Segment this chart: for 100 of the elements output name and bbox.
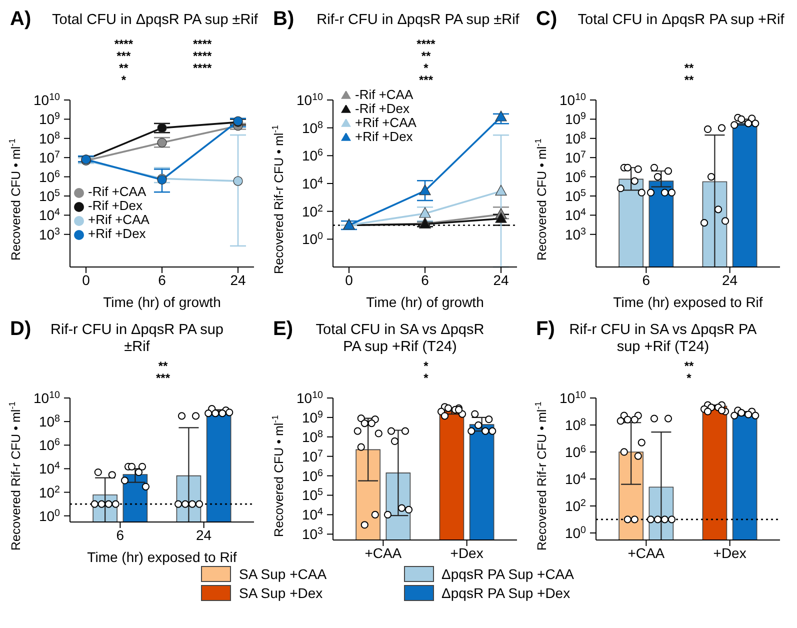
x-axis-title: Time (hr) of growth	[103, 294, 221, 310]
text: ***	[156, 371, 170, 385]
text: * ***	[418, 61, 433, 87]
chart-title: F) Rif-r CFU in SA vs ΔpqsR PA sup +Rif (T24)	[536, 318, 758, 356]
legend-label: -Rif +CAA	[88, 184, 146, 199]
x-tick-label: 6	[158, 272, 166, 288]
text: ****	[416, 37, 436, 51]
y-tick-label: 10$^{6}$	[564, 168, 587, 185]
point	[495, 110, 507, 122]
y-tick-label: 10$^{9}$	[38, 110, 60, 128]
text: ****	[193, 61, 212, 75]
y-tick-label: 10$^{5}$	[302, 486, 324, 504]
chart-title: C) Total CFU in ΔpqsR PA sup +Rif	[536, 8, 786, 31]
y-tick-label: 10$^{6}$	[564, 443, 587, 460]
x-tick-label: 24	[722, 272, 738, 288]
text: **	[684, 61, 694, 75]
y-tick-label: 10$^{10}$	[296, 390, 324, 406]
x-axis-title: Time (hr) exposed to Rif	[87, 549, 237, 565]
text: **	[684, 73, 694, 87]
x-tick-label: 24	[196, 526, 212, 543]
y-tick-label: 10$^{6}$	[302, 467, 324, 484]
text: **	[158, 359, 168, 373]
y-tick-label: 10$^{7}$	[564, 149, 586, 166]
x-tick-label: 6	[642, 272, 650, 288]
point	[419, 184, 431, 196]
legend-label: ΔpqsR PA Sup +Dex	[442, 585, 570, 601]
text: ****	[193, 49, 212, 63]
y-tick-label: 10$^{7}$	[38, 149, 60, 166]
y-tick-label: 10$^{2}$	[564, 497, 586, 514]
y-tick-label: 10$^{4}$	[302, 175, 324, 192]
y-tick-label: 10$^{8}$	[302, 119, 324, 136]
text: ***	[118, 61, 128, 87]
y-tick-label: 10$^{4}$	[564, 206, 587, 224]
y-tick-label: 10$^{6}$	[38, 436, 61, 454]
y-tick-label: 10$^{3}$	[302, 526, 324, 542]
y-tick-label: 10$^{10}$	[34, 390, 61, 406]
y-tick-label: 10$^{8}$	[38, 130, 61, 146]
legend-label: +Rif +CAA	[355, 115, 416, 130]
y-tick-label: 10$^{10}$	[560, 390, 587, 406]
y-tick-label: 10$^{2}$	[302, 202, 323, 220]
y-tick-label: 10$^{0}$	[564, 524, 587, 541]
x-axis-title: Time (hr) exposed to Rif	[613, 294, 763, 310]
x-tick-label: 24	[230, 272, 246, 288]
x-axis-title: Time (hr) of growth	[366, 294, 484, 310]
x-tick-label: 6	[116, 526, 124, 543]
legend-label: -Rif +Dex	[355, 101, 410, 116]
y-tick-label: 10$^{8}$	[38, 413, 61, 430]
legend-label: SA Sup +CAA	[239, 566, 327, 582]
y-tick-label: 10$^{4}$	[38, 460, 61, 477]
text: ****	[114, 37, 133, 51]
y-tick-label: 10$^{10}$	[560, 92, 587, 108]
x-tick-label: 0	[345, 272, 354, 288]
y-tick-label: 10$^{8}$	[564, 416, 587, 433]
legend-label: -Rif +CAA	[355, 87, 414, 102]
y-tick-label: 10$^{7}$	[302, 448, 323, 464]
y-tick-label: 10$^{0}$	[302, 230, 324, 248]
chart-title: B) Rif-r CFU in ΔpqsR PA sup ±Rif	[273, 8, 520, 31]
legend-label: SA Sup +Dex	[239, 585, 323, 601]
chart-title: E) Total CFU in SA vs ΔpqsR PA sup +Rif (T24)	[273, 318, 486, 356]
text: **	[421, 49, 431, 63]
y-tick-label: 10$^{0}$	[38, 507, 61, 524]
y-tick-label: 10$^{8}$	[564, 130, 587, 146]
y-tick-label: 10$^{4}$	[564, 470, 587, 487]
x-tick-label: 24	[493, 272, 509, 288]
x-tick-label: +Dex	[450, 544, 484, 561]
x-tick-label: +CAA	[364, 544, 402, 561]
text: *	[424, 371, 428, 385]
y-tick-label: 10$^{6}$	[302, 147, 324, 164]
y-tick-label: 10$^{3}$	[564, 226, 587, 242]
y-tick-label: 10$^{6}$	[38, 168, 61, 185]
x-tick-label: 6	[421, 272, 430, 288]
point	[157, 123, 167, 133]
y-tick-label: 10$^{9}$	[564, 110, 586, 128]
y-tick-label: 10$^{3}$	[38, 226, 61, 242]
text: ***	[116, 49, 131, 63]
chart-title: A) Total CFU in ΔpqsR PA sup ±Rif	[10, 8, 259, 31]
legend-label: +Rif +Dex	[355, 129, 413, 144]
text: *	[424, 359, 428, 373]
x-tick-label: +Dex	[713, 544, 746, 561]
y-tick-label: 10$^{10}$	[296, 92, 324, 108]
legend-label: -Rif +Dex	[88, 198, 143, 213]
text: *	[686, 371, 692, 385]
y-tick-label: 10$^{2}$	[38, 484, 60, 500]
legend-label: +Rif +CAA	[88, 212, 150, 227]
y-tick-label: 10$^{4}$	[302, 506, 324, 523]
y-tick-label: 10$^{9}$	[302, 408, 323, 426]
y-tick-label: 10$^{8}$	[302, 428, 324, 445]
x-tick-label: +CAA	[628, 544, 666, 561]
point	[233, 176, 243, 186]
y-tick-label: 10$^{10}$	[34, 92, 61, 108]
text: **	[684, 359, 694, 373]
chart-title: D) Rif-r CFU in ΔpqsR PA sup ±Rif	[10, 318, 224, 356]
y-tick-label: 10$^{5}$	[38, 187, 61, 204]
legend-label: ΔpqsR PA Sup +CAA	[442, 566, 574, 582]
legend-label: +Rif +Dex	[88, 226, 146, 241]
x-tick-label: 0	[82, 272, 90, 288]
y-tick-label: 10$^{4}$	[38, 206, 61, 224]
y-tick-label: 10$^{5}$	[564, 187, 587, 204]
text: ****	[193, 37, 212, 51]
point	[157, 138, 167, 148]
